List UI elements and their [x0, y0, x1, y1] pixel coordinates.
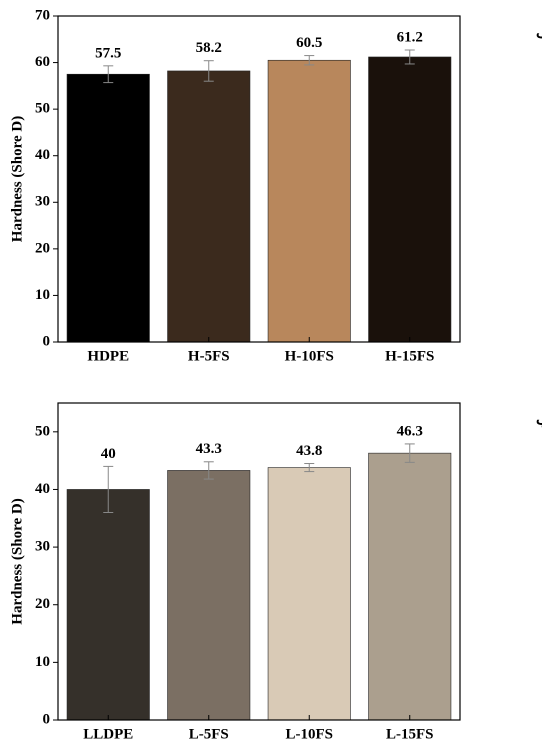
plot-frame — [57, 402, 461, 721]
y-tick-label: 70 — [35, 7, 50, 23]
x-tick-label: LLDPE — [83, 726, 133, 742]
y-tick-label: 30 — [35, 539, 50, 555]
y-tick-label: 50 — [35, 101, 50, 117]
panel-label: (a–الف — [536, 25, 542, 41]
y-tick-label: 20 — [35, 240, 50, 256]
value-label: 58.2 — [196, 40, 222, 56]
value-label: 46.3 — [397, 423, 423, 439]
x-tick-label: H-10FS — [285, 348, 334, 364]
bar — [66, 73, 150, 343]
bar — [267, 59, 351, 343]
y-axis-label: Hardness (Shore D) — [9, 116, 25, 242]
x-tick-label: HDPE — [87, 348, 129, 364]
y-tick-label: 0 — [43, 333, 51, 349]
y-axis-label: Hardness (Shore D) — [9, 498, 25, 624]
x-tick-label: L-10FS — [285, 726, 333, 742]
value-label: 61.2 — [397, 29, 423, 45]
y-tick-label: 60 — [35, 54, 50, 70]
x-tick-label: L-15FS — [386, 726, 434, 742]
bar — [267, 467, 351, 721]
value-label: 60.5 — [296, 35, 322, 51]
y-tick-label: 0 — [43, 711, 51, 727]
bar — [66, 489, 150, 721]
y-tick-label: 10 — [35, 287, 50, 303]
y-tick-label: 30 — [35, 194, 50, 210]
y-tick-label: 10 — [35, 654, 50, 670]
panel-label: (b–ب — [536, 412, 542, 428]
plot-frame — [57, 15, 461, 343]
bar — [167, 470, 251, 721]
value-label: 57.5 — [95, 45, 121, 61]
y-tick-label: 20 — [35, 596, 50, 612]
bar — [368, 452, 452, 721]
value-label: 43.3 — [196, 441, 222, 457]
x-tick-label: H-5FS — [188, 348, 230, 364]
value-label: 40 — [101, 446, 116, 462]
y-tick-label: 50 — [35, 423, 50, 439]
bar — [368, 56, 452, 343]
x-tick-label: H-15FS — [385, 348, 434, 364]
value-label: 43.8 — [296, 443, 322, 459]
y-tick-label: 40 — [35, 147, 50, 163]
bar — [167, 70, 251, 343]
x-tick-label: L-5FS — [189, 726, 229, 742]
y-tick-label: 40 — [35, 481, 50, 497]
